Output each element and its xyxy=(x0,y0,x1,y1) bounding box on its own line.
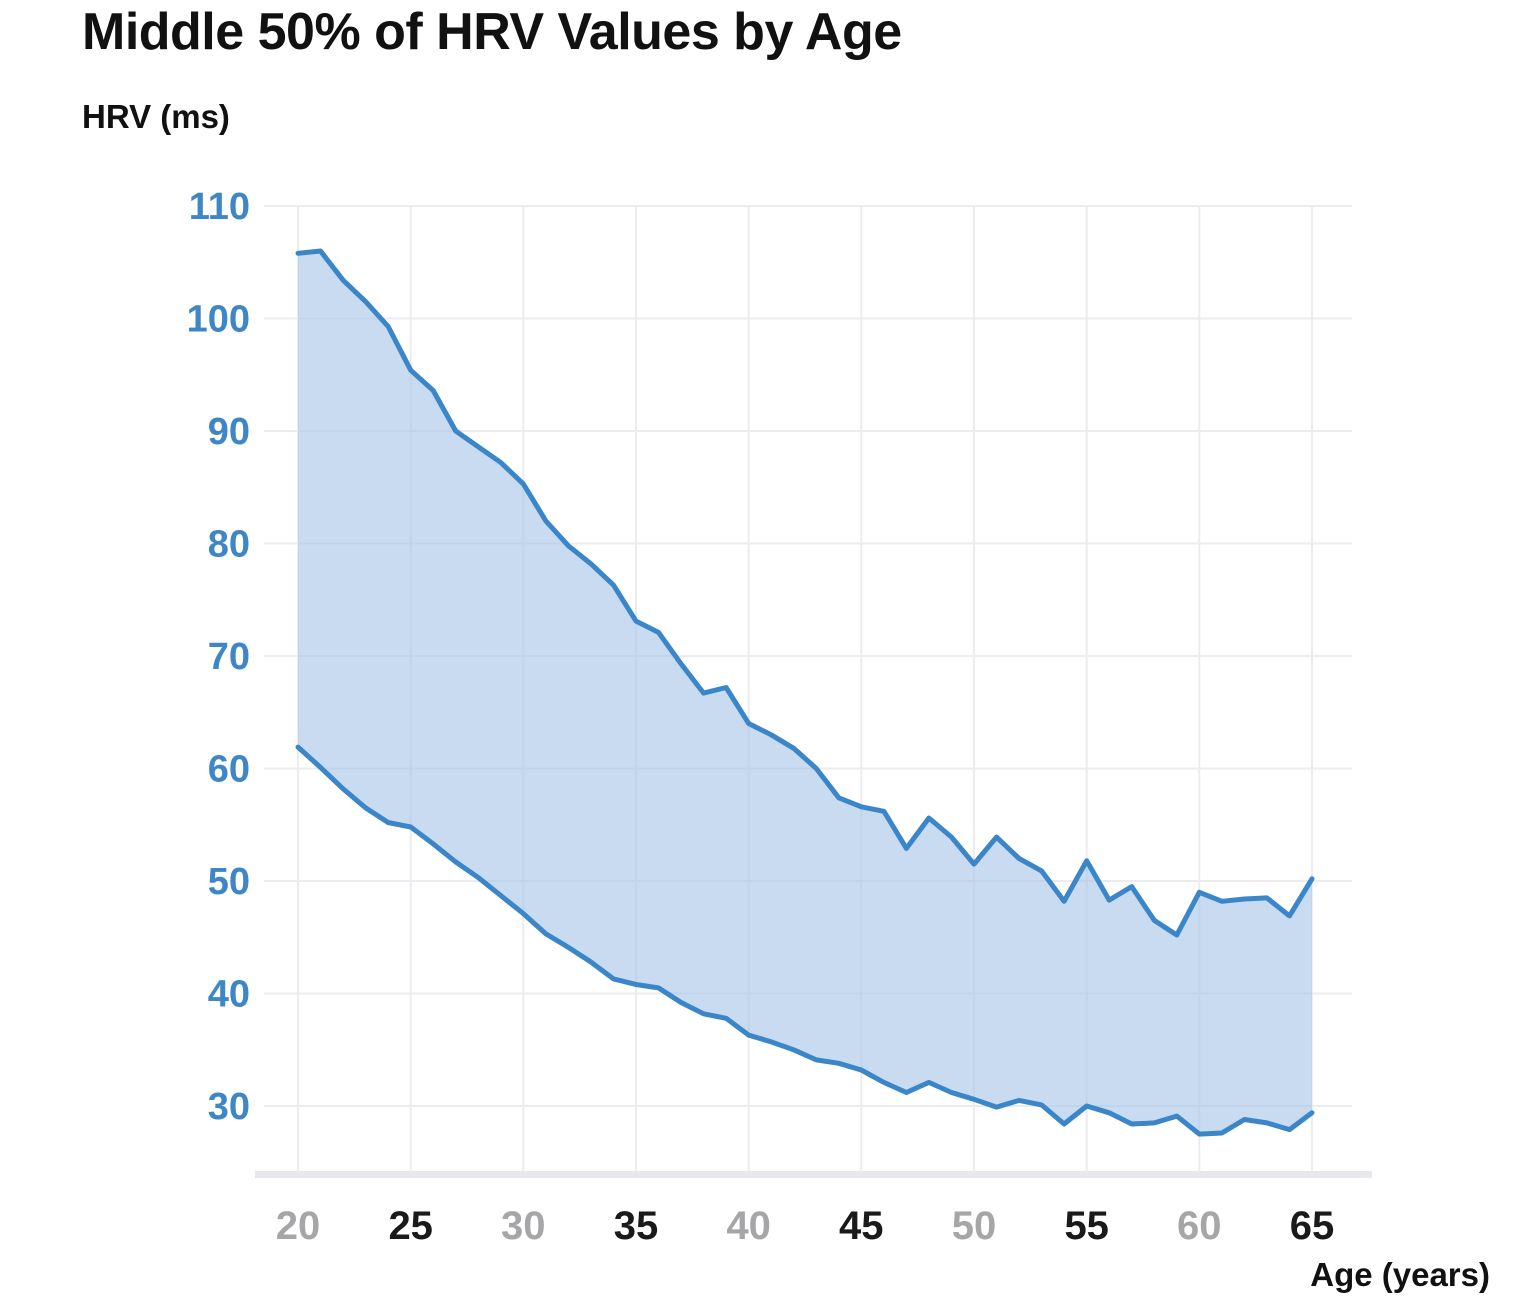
x-tick-label-55: 55 xyxy=(1064,1204,1109,1248)
x-tick-label-65: 65 xyxy=(1290,1204,1335,1248)
iqr-band-area xyxy=(298,251,1312,1135)
y-tick-label-60: 60 xyxy=(208,749,250,791)
x-tick-label-25: 25 xyxy=(388,1204,433,1248)
x-axis-line xyxy=(255,1171,1372,1178)
chart-title: Middle 50% of HRV Values by Age xyxy=(82,3,902,61)
y-tick-label-90: 90 xyxy=(208,411,250,453)
x-axis-title: Age (years) xyxy=(1310,1256,1490,1293)
x-tick-label-35: 35 xyxy=(614,1204,659,1248)
x-tick-label-30: 30 xyxy=(501,1204,546,1248)
x-tick-label-40: 40 xyxy=(726,1204,771,1248)
x-tick-label-20: 20 xyxy=(276,1204,321,1248)
y-tick-label-80: 80 xyxy=(208,524,250,566)
x-tick-label-45: 45 xyxy=(839,1204,884,1248)
y-tick-label-30: 30 xyxy=(208,1086,250,1128)
y-tick-label-100: 100 xyxy=(187,299,250,341)
y-axis-title: HRV (ms) xyxy=(82,98,230,135)
y-tick-label-70: 70 xyxy=(208,636,250,678)
y-tick-label-40: 40 xyxy=(208,974,250,1016)
upper-quartile-line xyxy=(295,248,1315,938)
y-tick-label-110: 110 xyxy=(189,186,250,228)
x-tick-label-50: 50 xyxy=(952,1204,997,1248)
y-tick-label-50: 50 xyxy=(208,861,250,903)
x-tick-label-60: 60 xyxy=(1177,1204,1222,1248)
lower-quartile-line xyxy=(295,744,1315,1137)
